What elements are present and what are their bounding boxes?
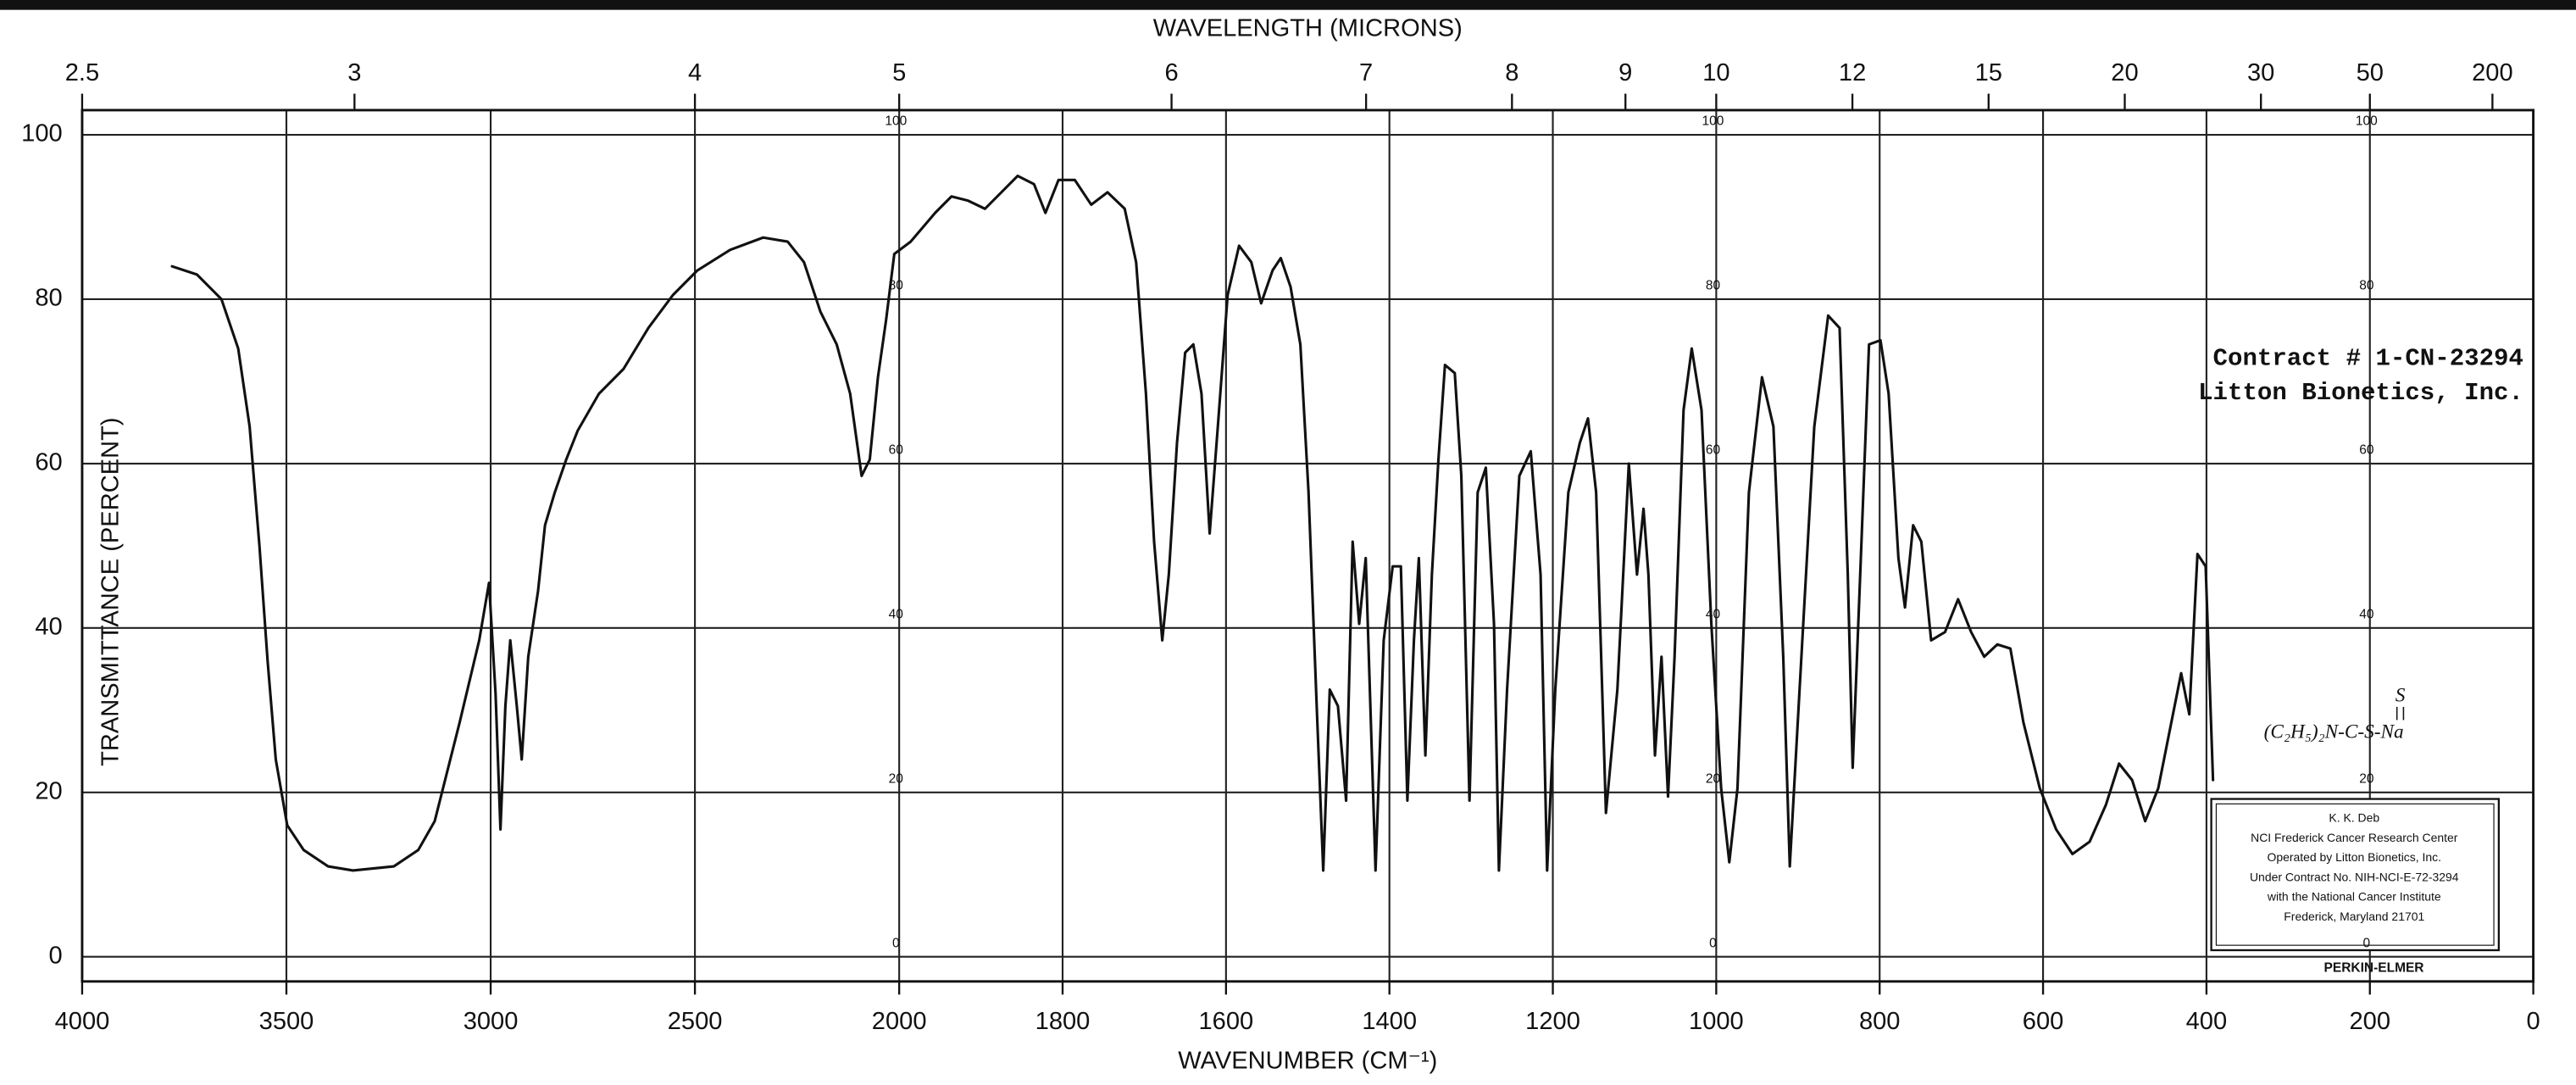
inner-scale-label: 80 — [2359, 279, 2374, 293]
inner-scale-label: 20 — [2359, 771, 2374, 786]
y-axis-title: TRANSMITTANCE (PERCENT) — [97, 417, 125, 765]
company-label: Litton Bionetics, Inc. — [2198, 379, 2523, 407]
x-tick-label: 1800 — [1035, 1008, 1091, 1035]
top-tick-label: 15 — [1975, 59, 2002, 86]
plot-frame — [80, 108, 2535, 983]
credit-frame — [2210, 798, 2501, 952]
formula-top: S — [2396, 685, 2406, 707]
x-tick-label: 1400 — [1362, 1008, 1417, 1035]
x-tick-label: 1200 — [1525, 1008, 1580, 1035]
inner-scale-label: 40 — [1706, 607, 1721, 621]
top-tick-label: 3 — [347, 59, 361, 86]
inner-scale-label: 60 — [889, 442, 904, 457]
y-tick-label: 40 — [35, 614, 62, 641]
x-tick-label: 3000 — [464, 1008, 519, 1035]
credit-box: K. K. Deb NCI Frederick Cancer Research C… — [2210, 798, 2501, 952]
inner-scale-label: 20 — [889, 771, 904, 786]
inner-scale-label: 80 — [1706, 279, 1721, 293]
y-tick-label: 80 — [35, 285, 62, 312]
top-tick-label: 10 — [1702, 59, 1729, 86]
maker-label: PERKIN-ELMER — [2324, 960, 2424, 975]
x-tick-label: 2000 — [872, 1008, 927, 1035]
formula: (C₂H₅)₂N-C-S-Na — [2264, 721, 2404, 743]
inner-scale-label: 100 — [1702, 114, 1724, 129]
inner-scale-label: 0 — [1709, 936, 1717, 950]
y-tick-label: 60 — [35, 449, 62, 476]
spectrum-line — [170, 174, 2215, 872]
credit-line: K. K. Deb — [2329, 811, 2379, 825]
y-tick-label: 100 — [21, 120, 63, 147]
inner-scale-label: 20 — [1706, 771, 1721, 786]
top-tick-label: 5 — [892, 59, 906, 86]
top-tick-label: 2.5 — [65, 59, 99, 86]
top-tick-label: 20 — [2111, 59, 2138, 86]
credit-line: with the National Cancer Institute — [2267, 890, 2441, 904]
x-tick-label: 4000 — [55, 1008, 110, 1035]
credit-line: NCI Frederick Cancer Research Center — [2251, 831, 2458, 844]
inner-scale-label: 100 — [2356, 114, 2378, 129]
grid — [80, 109, 2534, 982]
x-tick-label: 2500 — [668, 1008, 723, 1035]
inner-scale-label: 40 — [2359, 607, 2374, 621]
credit-line: Under Contract No. NIH-NCI-E-72-3294 — [2250, 870, 2459, 883]
top-band — [0, 0, 2576, 10]
top-tick-label: 9 — [1618, 59, 1632, 86]
x-tick-label: 0 — [2527, 1008, 2540, 1035]
top-tick-label: 50 — [2357, 59, 2384, 86]
top-tick-label: 8 — [1505, 59, 1518, 86]
y-tick-label: 20 — [35, 777, 62, 804]
x-tick-label: 600 — [2023, 1008, 2064, 1035]
x-tick-label: 200 — [2349, 1008, 2390, 1035]
inner-scale-label: 80 — [889, 279, 904, 293]
top-axis-title: WAVELENGTH (MICRONS) — [1153, 15, 1463, 42]
inner-scale-label: 60 — [1706, 442, 1721, 457]
inner-scale-label: 0 — [2363, 936, 2371, 950]
inner-scale-label: 60 — [2359, 442, 2374, 457]
inner-scale-label: 100 — [885, 114, 907, 129]
x-tick-label: 800 — [1859, 1008, 1901, 1035]
top-tick-label: 4 — [688, 59, 702, 86]
inner-scale-label: 40 — [889, 607, 904, 621]
inner-scale-label: 0 — [892, 936, 900, 950]
x-tick-label: 1000 — [1689, 1008, 1744, 1035]
top-tick-label: 30 — [2247, 59, 2274, 86]
x-axis-title: WAVENUMBER (CM⁻¹) — [1178, 1048, 1437, 1075]
credit-line: Operated by Litton Bionetics, Inc. — [2268, 850, 2442, 864]
credit-line: Frederick, Maryland 21701 — [2284, 910, 2424, 923]
contract-label: Contract # 1-CN-23294 — [2213, 344, 2523, 372]
top-tick-label: 200 — [2472, 59, 2513, 86]
y-tick-label: 0 — [49, 942, 63, 969]
x-tick-label: 3500 — [259, 1008, 314, 1035]
credit-inner-frame — [2215, 803, 2495, 946]
x-tick-label: 400 — [2186, 1008, 2228, 1035]
x-tick-label: 1600 — [1199, 1008, 1254, 1035]
top-tick-label: 6 — [1164, 59, 1178, 86]
top-tick-label: 7 — [1359, 59, 1373, 86]
top-tick-label: 12 — [1839, 59, 1866, 86]
